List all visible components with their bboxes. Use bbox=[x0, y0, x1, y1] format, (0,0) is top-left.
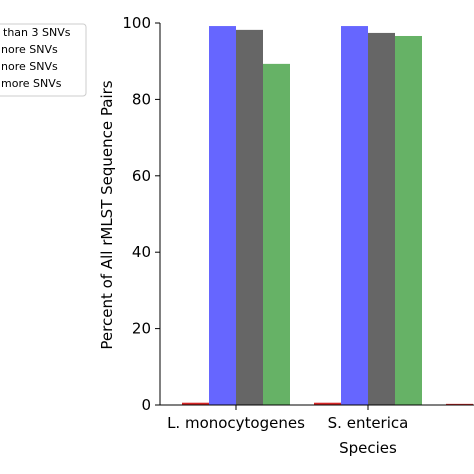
bar-series-1-cat-1 bbox=[341, 26, 368, 405]
bar-series-0-cat-2 bbox=[446, 403, 473, 405]
bar-series-0-cat-1 bbox=[314, 402, 341, 405]
bar-series-3-cat-0 bbox=[263, 63, 290, 406]
bar-series-0-cat-0 bbox=[182, 402, 209, 405]
y-tick-label: 0 bbox=[141, 396, 151, 414]
bar-series-1-cat-0 bbox=[209, 26, 236, 405]
legend-entry-label: than 3 SNVs bbox=[3, 26, 71, 39]
legend-entry-label: nore SNVs bbox=[1, 43, 58, 56]
legend: than 3 SNVs nore SNVs nore SNVs more SNVs bbox=[0, 23, 87, 97]
legend-box bbox=[0, 23, 87, 97]
y-tick-label: 20 bbox=[132, 320, 151, 338]
bar-series-2-cat-1 bbox=[368, 32, 395, 405]
x-axis-label: Species bbox=[339, 439, 397, 457]
y-tick-label: 40 bbox=[132, 243, 151, 261]
y-axis-label: Percent of All rMLST Sequence Pairs bbox=[98, 80, 116, 349]
axes-group: 0 20 40 60 80 100 L. monocytogenes S. enterica bbox=[122, 14, 474, 432]
bars-group bbox=[182, 26, 473, 406]
legend-entry-label: more SNVs bbox=[1, 77, 62, 90]
y-tick-label: 80 bbox=[132, 90, 151, 108]
x-tick-label: S. enterica bbox=[328, 414, 409, 432]
y-tick-label: 60 bbox=[132, 167, 151, 185]
bar-series-3-cat-1 bbox=[395, 35, 422, 405]
y-tick-label: 100 bbox=[122, 14, 151, 32]
bar-series-2-cat-0 bbox=[236, 29, 263, 405]
legend-entry-label: nore SNVs bbox=[1, 60, 58, 73]
x-tick-label: L. monocytogenes bbox=[167, 414, 305, 432]
